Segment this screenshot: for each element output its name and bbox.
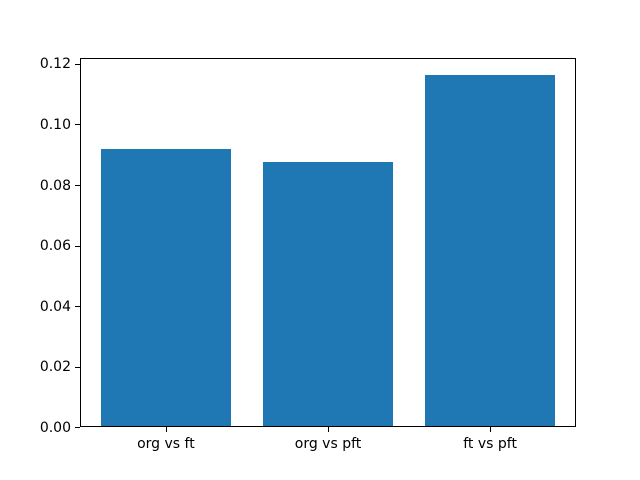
- x-tick-mark: [490, 427, 492, 433]
- y-tick-mark: [75, 306, 80, 308]
- y-tick-mark: [75, 63, 80, 65]
- y-tick-label: 0.08: [39, 177, 71, 194]
- x-tick-label: org vs pft: [294, 436, 362, 453]
- y-tick-label: 0.10: [39, 116, 71, 133]
- bar-org-vs-ft: [101, 149, 231, 427]
- x-tick-label: org vs ft: [137, 436, 195, 453]
- y-tick-mark: [75, 185, 80, 187]
- y-tick-label: 0.12: [39, 56, 71, 73]
- y-tick-label: 0.04: [39, 298, 71, 315]
- bar-org-vs-pft: [263, 161, 393, 427]
- y-tick-mark: [75, 245, 80, 247]
- x-tick-mark: [328, 427, 329, 433]
- y-tick-label: 0.06: [39, 238, 71, 255]
- y-tick-mark: [75, 427, 80, 429]
- x-tick-mark: [165, 427, 167, 433]
- y-tick-label: 0.00: [39, 419, 71, 436]
- bar-ft-vs-pft: [425, 74, 555, 427]
- y-tick-mark: [75, 366, 80, 368]
- y-tick-mark: [75, 124, 80, 126]
- x-tick-label: ft vs pft: [463, 436, 517, 453]
- y-tick-label: 0.02: [39, 359, 71, 376]
